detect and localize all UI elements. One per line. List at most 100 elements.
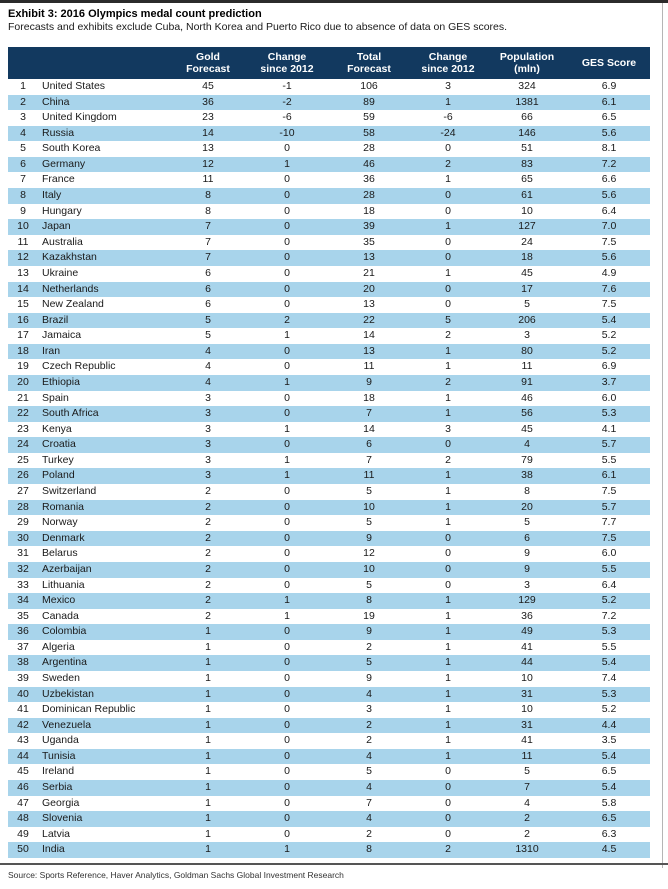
gold-change-cell: 0 (284, 282, 290, 295)
total-forecast-cell: 11 (363, 469, 375, 482)
total-change-cell: 3 (445, 80, 451, 92)
gold-forecast-cell: 4 (205, 375, 211, 388)
gold-forecast-cell: 6 (205, 298, 211, 311)
gold-change-cell: 0 (284, 765, 290, 778)
header-line: Forecast (186, 63, 230, 75)
ges-score-cell: 5.5 (601, 640, 617, 653)
gold-forecast-cell: 2 (205, 562, 211, 575)
population-cell: 5 (524, 765, 530, 778)
total-forecast-cell: 3 (366, 703, 372, 716)
population-cell: 10 (521, 671, 533, 684)
ges-score-cell: 5.2 (601, 329, 617, 342)
source-note: Source: Sports Reference, Haver Analytic… (8, 870, 344, 880)
rank-cell: 37 (17, 640, 29, 653)
table-row: 25 Turkey 3 1 7 2 79 5.5 (8, 452, 650, 469)
population-cell: 18 (521, 251, 533, 264)
country-cell: United States (42, 80, 106, 92)
rank-cell: 14 (17, 282, 29, 295)
total-forecast-cell: 18 (363, 391, 375, 404)
ges-score-cell: 7.7 (601, 516, 617, 529)
gold-forecast-cell: 2 (205, 609, 211, 622)
population-cell: 17 (521, 282, 533, 295)
table-row: 27 Switzerland 2 0 5 1 8 7.5 (8, 484, 650, 500)
rank-cell: 49 (17, 827, 29, 840)
gold-forecast-cell: 7 (205, 235, 211, 248)
population-cell: 324 (518, 80, 536, 92)
table-row: 38 Argentina 1 0 5 1 44 5.4 (8, 655, 650, 671)
country-cell: Spain (42, 391, 69, 404)
header-gold-forecast: Gold Forecast (170, 47, 246, 79)
table-row: 2 China 36 -2 89 1 1381 6.1 (8, 94, 650, 111)
ges-score-cell: 6.0 (601, 547, 617, 560)
table-row: 8 Italy 8 0 28 0 61 5.6 (8, 188, 650, 204)
gold-forecast-cell: 1 (205, 749, 211, 762)
total-forecast-cell: 36 (363, 173, 375, 186)
country-cell: Norway (42, 516, 78, 529)
gold-change-cell: 0 (284, 827, 290, 840)
country-cell: Serbia (42, 781, 73, 794)
total-forecast-cell: 106 (360, 80, 378, 92)
gold-forecast-cell: 12 (202, 157, 214, 170)
total-change-cell: 2 (445, 329, 451, 342)
population-cell: 4 (524, 438, 530, 451)
total-change-cell: 1 (445, 749, 451, 762)
rank-cell: 6 (20, 157, 26, 170)
gold-forecast-cell: 23 (202, 111, 214, 124)
rank-cell: 10 (17, 220, 29, 233)
ges-score-cell: 5.4 (601, 656, 617, 669)
country-cell: South Africa (42, 407, 99, 420)
country-cell: Uzbekistan (42, 687, 94, 700)
total-change-cell: 0 (445, 781, 451, 794)
country-cell: New Zealand (42, 298, 104, 311)
population-cell: 3 (524, 578, 530, 591)
table-row: 3 United Kingdom 23 -6 59 -6 66 6.5 (8, 110, 650, 126)
ges-score-cell: 5.8 (601, 796, 617, 809)
total-forecast-cell: 5 (366, 656, 372, 669)
population-cell: 20 (521, 500, 533, 513)
population-cell: 66 (521, 111, 533, 124)
total-change-cell: 1 (445, 594, 451, 607)
total-change-cell: 5 (445, 313, 451, 326)
gold-forecast-cell: 1 (205, 687, 211, 700)
gold-forecast-cell: 45 (202, 80, 214, 92)
header-line: Population (499, 50, 555, 63)
ges-score-cell: 4.1 (601, 422, 617, 435)
population-cell: 10 (521, 703, 533, 716)
gold-forecast-cell: 2 (205, 594, 211, 607)
population-cell: 11 (521, 360, 533, 373)
gold-change-cell: 0 (284, 344, 290, 357)
total-change-cell: 1 (445, 625, 451, 638)
country-cell: France (42, 173, 75, 186)
gold-change-cell: 0 (284, 547, 290, 560)
header-country (38, 47, 170, 79)
table-row: 39 Sweden 1 0 9 1 10 7.4 (8, 670, 650, 687)
rank-cell: 11 (17, 235, 29, 248)
table-row: 34 Mexico 2 1 8 1 129 5.2 (8, 593, 650, 609)
total-forecast-cell: 10 (363, 500, 375, 513)
ges-score-cell: 7.5 (601, 235, 617, 248)
population-cell: 7 (524, 781, 530, 794)
gold-change-cell: 0 (284, 485, 290, 498)
ges-score-cell: 3.7 (601, 375, 617, 388)
gold-change-cell: 0 (284, 531, 290, 544)
ges-score-cell: 5.3 (601, 407, 617, 420)
gold-change-cell: 0 (284, 516, 290, 529)
table-row: 30 Denmark 2 0 9 0 6 7.5 (8, 530, 650, 547)
total-change-cell: 0 (445, 796, 451, 809)
total-forecast-cell: 7 (366, 407, 372, 420)
exhibit-header: Exhibit 3: 2016 Olympics medal count pre… (0, 3, 668, 34)
total-change-cell: 0 (445, 812, 451, 825)
population-cell: 44 (521, 656, 533, 669)
ges-score-cell: 6.4 (601, 578, 617, 591)
country-cell: Georgia (42, 796, 80, 809)
rank-cell: 15 (17, 298, 29, 311)
gold-change-cell: 0 (284, 204, 290, 217)
total-change-cell: 0 (445, 547, 451, 560)
population-cell: 56 (521, 407, 533, 420)
total-forecast-cell: 35 (363, 235, 375, 248)
total-change-cell: 1 (445, 391, 451, 404)
rank-cell: 48 (17, 812, 29, 825)
population-cell: 2 (524, 827, 530, 840)
country-cell: Japan (42, 220, 71, 233)
gold-forecast-cell: 36 (202, 95, 214, 108)
